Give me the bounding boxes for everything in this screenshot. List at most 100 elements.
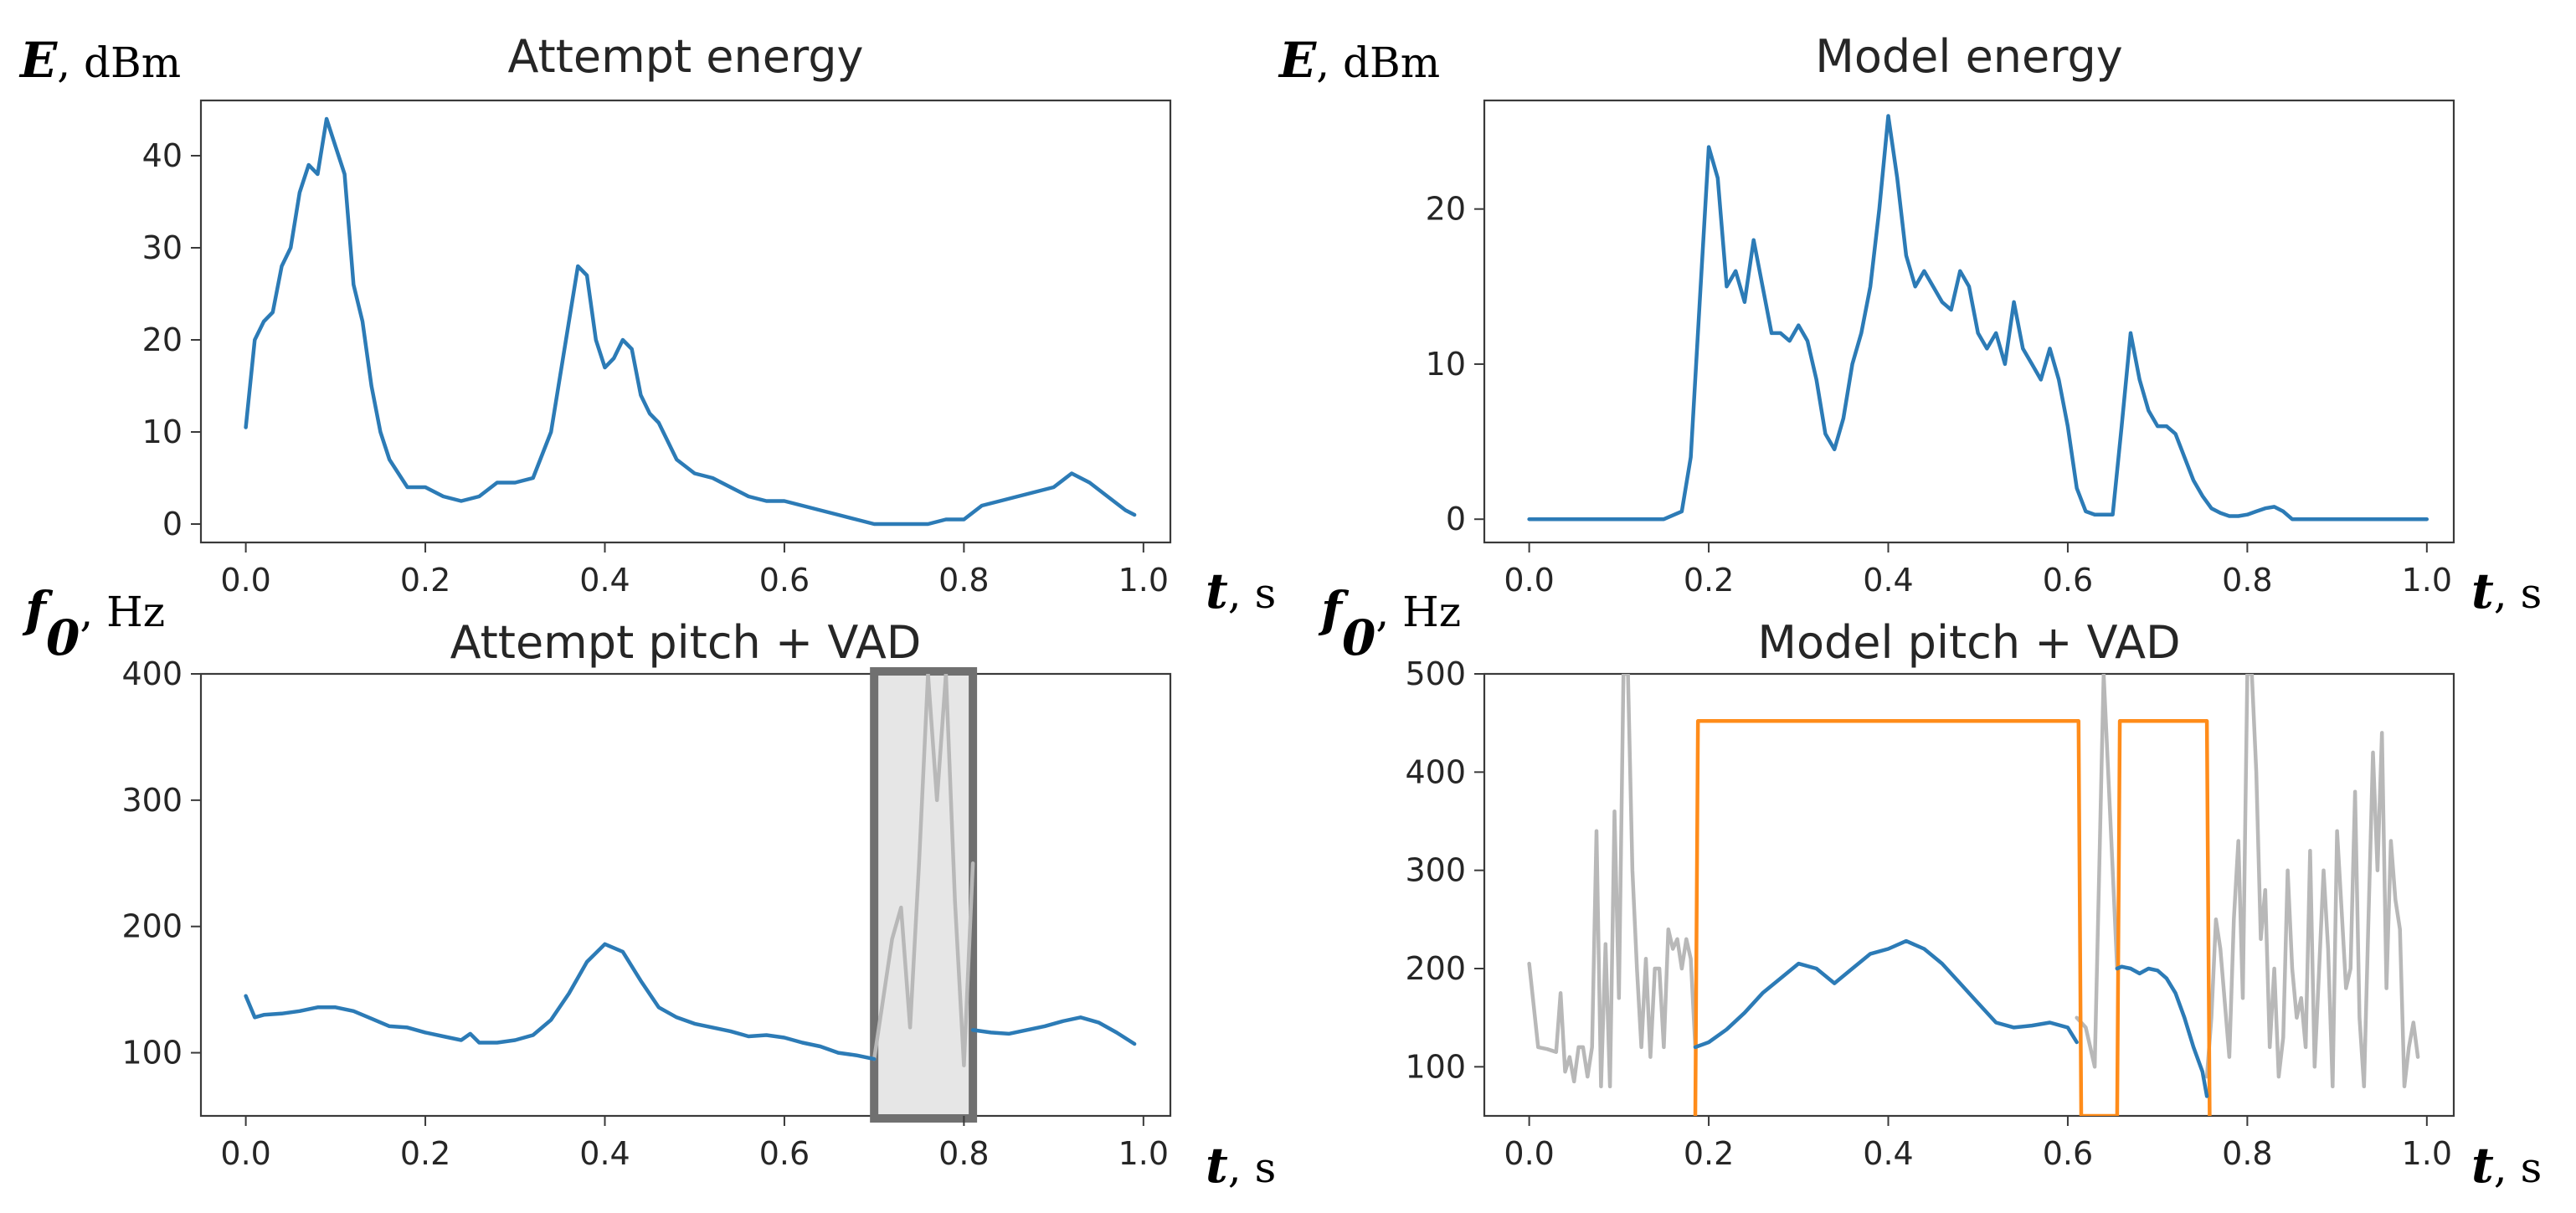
x-tick-label: 0.4 bbox=[579, 1135, 630, 1172]
energy-line-0 bbox=[1527, 114, 2429, 522]
chart-title: Model energy bbox=[1815, 30, 2122, 83]
unvoiced-points-2 bbox=[2207, 674, 2419, 1087]
x-tick-label: 0.0 bbox=[1504, 1135, 1554, 1172]
x-axis: 0.0 0.2 0.4 0.6 0.8 1.0 bbox=[220, 1116, 1169, 1172]
y-axis-label-unit: , dBm bbox=[1316, 39, 1440, 87]
x-tick-label: 0.6 bbox=[759, 562, 810, 599]
y-axis-label-sub: 0 bbox=[1342, 609, 1375, 666]
x-tick-label: 0.6 bbox=[2043, 1135, 2093, 1172]
x-tick-label: 0.8 bbox=[938, 1135, 989, 1172]
pitch-points-4 bbox=[1694, 941, 2077, 1047]
panel-model-energy: 0.0 0.2 0.4 0.6 0.8 1.0 0 10 20 Model energy E,… bbox=[1278, 30, 2542, 619]
x-tick-label: 1.0 bbox=[2402, 1135, 2452, 1172]
x-tick-label: 0.0 bbox=[1504, 562, 1554, 599]
plot-frame bbox=[1483, 672, 2455, 1118]
x-tick-label: 0.2 bbox=[400, 562, 450, 599]
vad-line-3 bbox=[1693, 719, 2212, 1116]
x-axis-label-var: t bbox=[1206, 563, 1228, 619]
y-tick-label: 10 bbox=[142, 414, 183, 450]
chart-title: Model pitch + VAD bbox=[1757, 616, 2180, 669]
chart-title: Attempt pitch + VAD bbox=[450, 616, 922, 669]
y-axis: 0 10 20 bbox=[1426, 191, 1484, 537]
x-tick-label: 0.6 bbox=[759, 1135, 810, 1172]
x-tick-label: 0.4 bbox=[579, 562, 630, 599]
pitch-line-0 bbox=[244, 942, 877, 1061]
y-axis: 100 200 300 400 500 bbox=[1405, 655, 1484, 1085]
y-axis-label-unit: , dBm bbox=[57, 39, 181, 87]
energy-series bbox=[244, 116, 1137, 527]
x-tick-label: 1.0 bbox=[2402, 562, 2452, 599]
x-axis-label-unit: , s bbox=[2494, 1144, 2542, 1192]
y-axis-label-var: E bbox=[18, 32, 58, 89]
pitch-points-5 bbox=[2116, 966, 2208, 1097]
y-tick-label: 400 bbox=[1405, 753, 1466, 790]
y-axis-label: E, dBm bbox=[1278, 32, 1440, 89]
x-tick-label: 0.4 bbox=[1863, 562, 1913, 599]
y-tick-label: 20 bbox=[142, 321, 183, 358]
y-axis-label: f0, Hz bbox=[1318, 581, 1461, 666]
y-axis-label-unit: , Hz bbox=[80, 588, 165, 636]
x-tick-label: 0.0 bbox=[220, 562, 270, 599]
pitch-series bbox=[1527, 674, 2420, 1116]
x-tick-label: 0.0 bbox=[220, 1135, 270, 1172]
x-tick-label: 1.0 bbox=[1118, 1135, 1169, 1172]
vad-points-3 bbox=[1694, 721, 2210, 1116]
x-axis-label: t, s bbox=[1206, 563, 1276, 619]
y-axis-label-sub: 0 bbox=[46, 609, 80, 666]
y-tick-label: 0 bbox=[162, 506, 183, 542]
x-tick-label: 0.2 bbox=[1684, 562, 1734, 599]
y-tick-label: 200 bbox=[1405, 950, 1466, 987]
pitch-line-1 bbox=[970, 1015, 1137, 1046]
y-tick-label: 100 bbox=[1405, 1048, 1466, 1085]
energy-points-0 bbox=[245, 118, 1135, 525]
x-axis: 0.0 0.2 0.4 0.6 0.8 1.0 bbox=[220, 542, 1169, 599]
x-axis: 0.0 0.2 0.4 0.6 0.8 1.0 bbox=[1504, 542, 2452, 599]
y-tick-label: 300 bbox=[1405, 852, 1466, 889]
x-tick-label: 0.4 bbox=[1863, 1135, 1913, 1172]
x-axis-label: t, s bbox=[2471, 563, 2542, 619]
chart-title: Attempt energy bbox=[508, 30, 864, 83]
y-tick-label: 400 bbox=[121, 655, 183, 692]
y-tick-label: 0 bbox=[1446, 501, 1466, 537]
y-tick-label: 100 bbox=[121, 1035, 183, 1072]
y-tick-label: 200 bbox=[121, 908, 183, 945]
x-axis-label-var: t bbox=[2471, 1137, 2494, 1194]
y-tick-label: 10 bbox=[1426, 346, 1466, 383]
y-axis-label: f0, Hz bbox=[22, 581, 165, 666]
y-axis-label-unit: , Hz bbox=[1375, 588, 1461, 636]
y-tick-label: 20 bbox=[1426, 191, 1466, 228]
plot-frame bbox=[1483, 99, 2455, 544]
x-axis-label-unit: , s bbox=[1228, 569, 1276, 618]
pitch-series bbox=[244, 674, 1137, 1067]
y-tick-label: 40 bbox=[142, 137, 183, 174]
energy-series bbox=[1527, 114, 2429, 522]
x-tick-label: 0.2 bbox=[400, 1135, 450, 1172]
plot-frame bbox=[199, 99, 1172, 544]
y-axis: 100 200 300 400 bbox=[121, 655, 201, 1072]
pitch-points-0 bbox=[245, 943, 875, 1060]
x-axis: 0.0 0.2 0.4 0.6 0.8 1.0 bbox=[1504, 1116, 2452, 1172]
y-tick-label: 500 bbox=[1405, 655, 1466, 692]
y-tick-label: 300 bbox=[121, 782, 183, 819]
pitch-line-5 bbox=[2115, 964, 2209, 1098]
pitch-points-1 bbox=[973, 1017, 1135, 1045]
energy-points-0 bbox=[1529, 116, 2427, 520]
x-axis-label-unit: , s bbox=[1228, 1144, 1276, 1192]
x-axis-label: t, s bbox=[2471, 1137, 2542, 1194]
x-axis-label: t, s bbox=[1206, 1137, 1276, 1194]
y-axis-label-var: E bbox=[1278, 32, 1317, 89]
unvoiced-points-0 bbox=[1529, 674, 1696, 1087]
x-axis-label-var: t bbox=[1206, 1137, 1228, 1194]
energy-line-0 bbox=[244, 116, 1137, 527]
x-tick-label: 0.2 bbox=[1684, 1135, 1734, 1172]
unvoiced-line-2 bbox=[872, 674, 975, 1067]
x-tick-label: 0.8 bbox=[2222, 1135, 2272, 1172]
x-tick-label: 0.8 bbox=[938, 562, 989, 599]
y-axis: 0 10 20 30 40 bbox=[142, 137, 201, 542]
x-tick-label: 0.6 bbox=[2043, 562, 2093, 599]
y-tick-label: 30 bbox=[142, 229, 183, 266]
plot-frame bbox=[199, 672, 1172, 1118]
panel-attempt-pitch: 0.0 0.2 0.4 0.6 0.8 1.0 100 200 300 400 Attempt … bbox=[22, 581, 1276, 1194]
panel-attempt-energy: 0.0 0.2 0.4 0.6 0.8 1.0 0 10 20 30 40 Attempt ene… bbox=[18, 30, 1276, 619]
